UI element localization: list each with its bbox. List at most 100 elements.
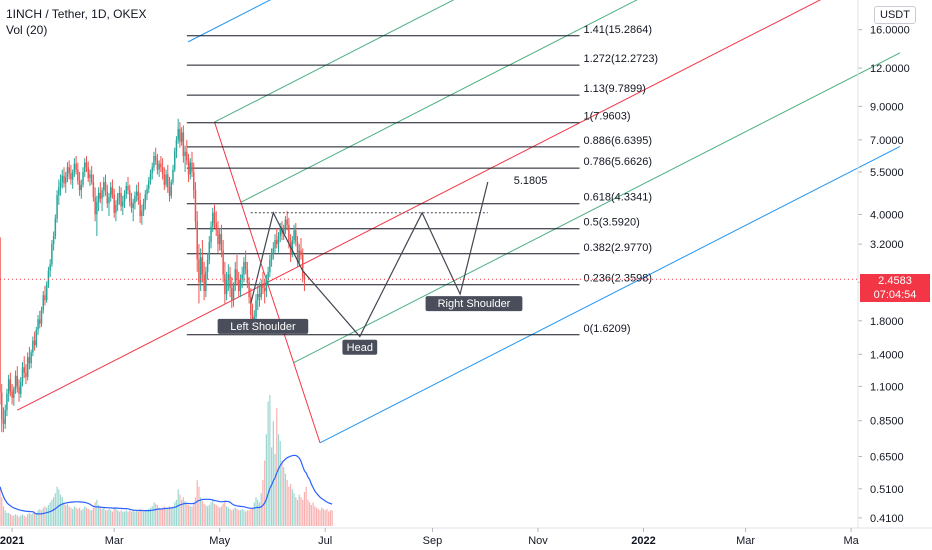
volume-bar (260, 493, 262, 526)
volume-bar (144, 510, 146, 526)
candle-body (258, 294, 261, 298)
candle-body (13, 388, 15, 398)
volume-bar (177, 489, 179, 526)
volume-bar (206, 506, 209, 526)
candle-body (198, 259, 200, 283)
candle-body (141, 211, 143, 217)
volume-bar (96, 499, 98, 526)
candle-body (184, 151, 186, 157)
volume-bar (54, 493, 56, 526)
andrews-pitchfork (17, 0, 901, 444)
currency-unit-badge[interactable]: USDT (874, 6, 916, 24)
volume-bar (300, 497, 302, 526)
volume-bar (236, 508, 238, 526)
candle-body (206, 259, 209, 272)
volume-bar (42, 507, 44, 526)
volume-bar (248, 510, 250, 526)
candle-body (289, 242, 292, 255)
symbol-title[interactable]: 1INCH / Tether, 1D, OKEX (6, 7, 147, 21)
volume-bar (283, 467, 285, 526)
time-tick-label: Mar (736, 535, 755, 547)
volume-bar (307, 499, 309, 526)
volume-bar (9, 514, 11, 526)
volume-bar (149, 507, 152, 526)
candle-body (134, 195, 136, 204)
volume-bar (23, 515, 25, 526)
candle-body (170, 182, 173, 196)
candle-body (232, 285, 235, 301)
volume-bar (35, 512, 37, 526)
volume-bar (89, 510, 91, 526)
volume-bar (136, 510, 138, 526)
candle-body (284, 219, 287, 229)
price-tick-label: 1.8000 (870, 316, 904, 328)
volume-bar (111, 511, 114, 526)
chart-legend: 1INCH / Tether, 1D, OKEX Vol (20) (6, 6, 147, 38)
candle-body (111, 187, 114, 195)
candle-body (293, 230, 295, 241)
candle-body (213, 212, 216, 224)
volume-indicator-label[interactable]: Vol (20) (6, 23, 48, 37)
candle-body (21, 367, 24, 382)
candle-body (2, 419, 5, 424)
time-tick-label: Jul (318, 535, 332, 547)
volume-bar (321, 507, 323, 526)
candle-body (151, 167, 153, 174)
fib-level-label: 0.236(2.3598) (583, 273, 652, 285)
volume-bar (122, 511, 124, 526)
volume-bar (196, 480, 198, 526)
volume-bar (120, 510, 122, 526)
volume-bar (279, 440, 281, 526)
candle-body (187, 160, 190, 175)
candle-body (246, 269, 249, 283)
candle-body (148, 180, 150, 189)
price-tick-label: 0.6500 (870, 451, 904, 463)
volume-bar (75, 507, 77, 526)
volume-bar (40, 510, 43, 526)
price-tick-label: 1.4000 (870, 349, 904, 361)
volume-bar (165, 508, 167, 526)
candle-body (300, 250, 302, 255)
volume-bar (59, 494, 62, 526)
candle-body (222, 250, 224, 275)
volume-bar (212, 499, 214, 526)
volume-bar (170, 507, 172, 526)
candle-body (132, 203, 134, 208)
volume-bar (270, 447, 273, 526)
volume-bar (1, 497, 3, 526)
volume-bar (288, 486, 290, 526)
volume-bar (174, 502, 176, 526)
candle-body (101, 190, 103, 199)
candle-body (99, 192, 102, 199)
volume-bar (21, 514, 24, 526)
volume-bar (53, 497, 55, 526)
candle-body (128, 190, 131, 202)
volume-bar (18, 516, 20, 526)
candle-body (158, 163, 160, 170)
volume-bar (265, 434, 268, 526)
volume-bar (310, 505, 312, 526)
volume-bar (201, 501, 203, 526)
volume-bar (309, 502, 311, 526)
head-and-shoulders-pattern (0, 181, 858, 338)
volume-bar (182, 497, 184, 526)
volume-bar (250, 508, 252, 526)
candle-body (210, 226, 212, 243)
price-tick-label: 9.0000 (870, 101, 904, 113)
volume-bar (193, 502, 195, 526)
candle-body (18, 386, 20, 394)
candle-body (89, 174, 91, 179)
candle-body (39, 319, 41, 324)
volume-bar (290, 484, 292, 526)
candle-body (201, 257, 204, 275)
volume-bar (276, 408, 278, 526)
pattern-label: Right Shoulder (438, 298, 511, 310)
candle-body (227, 274, 230, 280)
volume-bar (317, 508, 319, 526)
candle-body (96, 201, 98, 215)
candle-body (161, 167, 164, 175)
volume-bar (8, 512, 10, 526)
volume-bar (160, 508, 162, 526)
volume-bar (255, 497, 257, 526)
